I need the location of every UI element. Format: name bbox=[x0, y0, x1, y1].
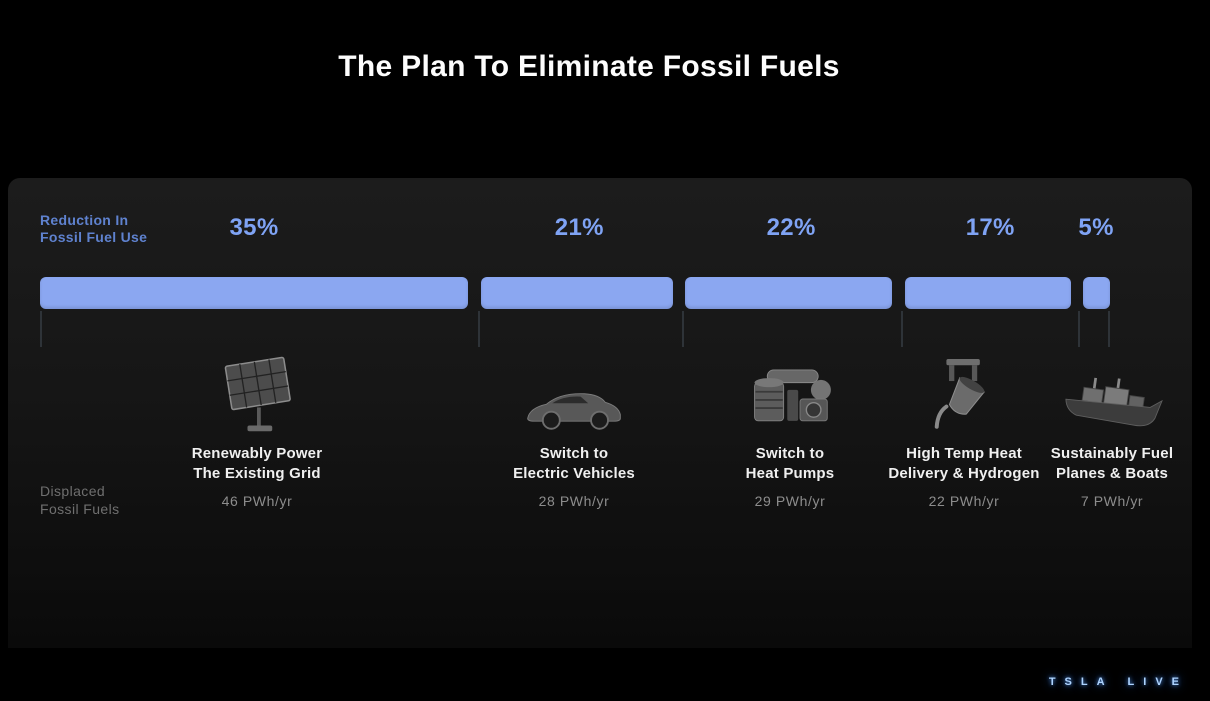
segment-value: 29 PWh/yr bbox=[754, 493, 826, 509]
heat-pump-icon bbox=[690, 354, 890, 436]
electric-car-icon bbox=[464, 354, 684, 436]
segment-column-planes-boats: Sustainably Fuel Planes & Boats 7 PWh/yr bbox=[1012, 354, 1210, 509]
percent-label: 17% bbox=[965, 214, 1015, 241]
crucible-icon bbox=[854, 354, 1074, 436]
segment-column-heat-pumps: Switch to Heat Pumps 29 PWh/yr bbox=[690, 354, 890, 509]
boundary-tick bbox=[40, 311, 42, 347]
tick-row bbox=[40, 311, 1110, 347]
bar-segment bbox=[480, 277, 673, 309]
segment-column-high-temp-heat: High Temp Heat Delivery & Hydrogen 22 PW… bbox=[854, 354, 1074, 509]
reduction-label-line2: Fossil Fuel Use bbox=[40, 229, 148, 245]
percent-row: 35% 21% 22% 17% 5% bbox=[40, 214, 1114, 244]
percent-label: 5% bbox=[1078, 214, 1114, 241]
percent-label: 35% bbox=[229, 214, 279, 241]
bar-segment bbox=[904, 277, 1071, 309]
segment-caption: Switch to Heat Pumps bbox=[745, 445, 835, 482]
segment-value: 22 PWh/yr bbox=[928, 493, 1000, 509]
boundary-tick bbox=[682, 311, 684, 347]
segmented-bar bbox=[40, 277, 1110, 309]
live-badge-text: LIVE bbox=[1127, 676, 1188, 688]
reduction-label: Reduction In Fossil Fuel Use bbox=[40, 212, 147, 246]
segment-column-electric-vehicles: Switch to Electric Vehicles 28 PWh/yr bbox=[464, 354, 684, 509]
percent-label: 22% bbox=[766, 214, 816, 241]
displaced-label-line2: Fossil Fuels bbox=[40, 501, 120, 517]
bar-segment bbox=[685, 277, 893, 309]
bar-segment bbox=[40, 277, 468, 309]
segment-value: 46 PWh/yr bbox=[221, 493, 293, 509]
percent-label: 21% bbox=[554, 214, 604, 241]
reduction-label-line1: Reduction In bbox=[40, 212, 129, 228]
segment-value: 28 PWh/yr bbox=[538, 493, 610, 509]
displaced-label: Displaced Fossil Fuels bbox=[40, 482, 119, 518]
segment-caption: Switch to Electric Vehicles bbox=[513, 445, 635, 482]
boundary-tick bbox=[901, 311, 904, 347]
page-title: The Plan To Eliminate Fossil Fuels bbox=[338, 50, 840, 83]
displaced-label-line1: Displaced bbox=[40, 483, 106, 499]
segment-caption: Renewably Power The Existing Grid bbox=[191, 445, 323, 482]
segment-value: 7 PWh/yr bbox=[1080, 493, 1144, 509]
boundary-tick bbox=[1077, 311, 1080, 347]
segment-column-renewable-grid: Renewably Power The Existing Grid 46 PWh… bbox=[147, 354, 367, 509]
segment-caption: Sustainably Fuel Planes & Boats bbox=[1050, 445, 1174, 482]
boundary-tick bbox=[1107, 311, 1110, 347]
solar-panel-icon bbox=[147, 354, 367, 436]
slide-panel: Reduction In Fossil Fuel Use 35% 21% 22%… bbox=[8, 178, 1192, 648]
cargo-ship-icon bbox=[1012, 354, 1210, 436]
tsla-live-watermark: TSLA LIVE bbox=[1049, 676, 1188, 688]
bar-segment bbox=[1083, 277, 1110, 309]
tsla-logo-text: TSLA bbox=[1048, 676, 1114, 688]
boundary-tick bbox=[477, 311, 480, 347]
segment-caption: High Temp Heat Delivery & Hydrogen bbox=[888, 445, 1040, 482]
